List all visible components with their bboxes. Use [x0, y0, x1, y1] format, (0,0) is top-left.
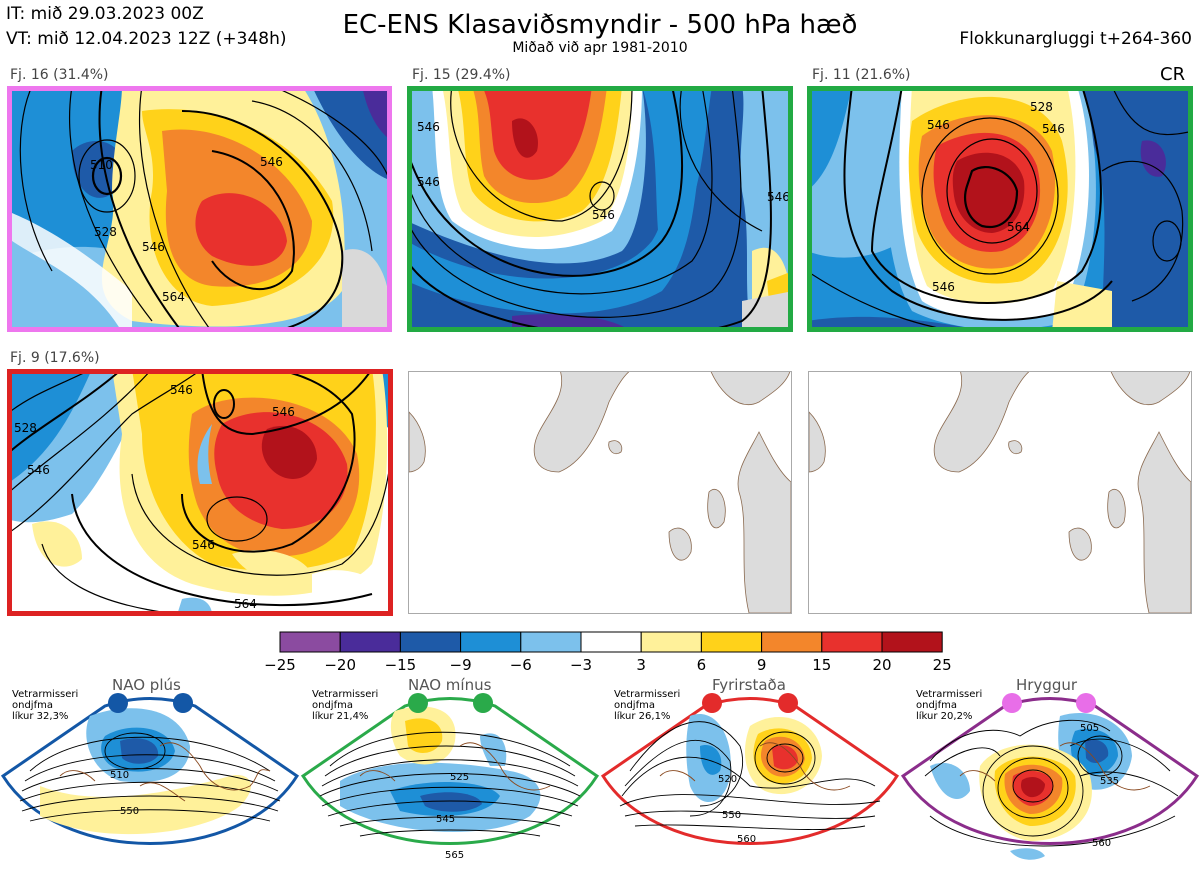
colorbar-cell — [580, 631, 642, 653]
colorbar-tick-label: −6 — [510, 656, 532, 674]
colorbar-cell — [761, 631, 823, 653]
contour-label: 546 — [767, 190, 788, 204]
regime-stat: ondjfma — [12, 700, 53, 711]
contour-label: 505 — [1080, 723, 1099, 734]
panel-label-4: Fj. 9 (17.6%) — [10, 350, 100, 366]
colorbar-tick-label: 25 — [933, 656, 952, 674]
contour-label: 560 — [737, 834, 756, 845]
colorbar-cell — [339, 631, 401, 653]
contour-label: 564 — [162, 290, 185, 304]
contour-label: 520 — [718, 774, 737, 785]
regime-season: Vetrarmisseri — [916, 689, 983, 700]
regime-title: NAO plús — [112, 676, 181, 694]
cluster-map-3: 528 546 546 546 564 — [807, 86, 1193, 332]
classification-window: Flokkunargluggi t+264-360 — [959, 29, 1192, 49]
contour-label: 528 — [94, 225, 117, 239]
contour-label: 564 — [1007, 220, 1030, 234]
regime-season: Vetrarmisseri — [12, 689, 79, 700]
page-subtitle: Miðað við apr 1981-2010 — [512, 40, 688, 56]
regime-prob: líkur 20,2% — [916, 711, 973, 722]
panel-label-1: Fj. 16 (31.4%) — [10, 67, 109, 83]
empty-map-5 — [408, 371, 792, 614]
page-title: EC-ENS Klasaviðsmyndir - 500 hPa hæð — [342, 10, 858, 40]
contour-label: 546 — [932, 280, 955, 294]
colorbar-cell — [700, 631, 763, 653]
contour-label: 535 — [1100, 776, 1119, 787]
regime-stat: ondjfma — [614, 700, 655, 711]
colorbar-cell — [460, 631, 522, 653]
regime-title: Fyrirstaða — [712, 676, 786, 694]
contour-label: 546 — [272, 405, 295, 419]
contour-label: 550 — [120, 806, 139, 817]
colorbar-tick-label: −20 — [324, 656, 356, 674]
contour-label: 546 — [170, 383, 193, 397]
colorbar-tick-label: −3 — [570, 656, 592, 674]
colorbar-cell — [881, 631, 943, 653]
cluster-map-1: 510 528 546 546 564 — [7, 86, 392, 332]
regime-prob: líkur 32,3% — [12, 711, 69, 722]
contour-label: 546 — [260, 155, 283, 169]
colorbar-tick-label: 3 — [636, 656, 646, 674]
regime-blocking: 520 550 560 Fyrirstaða Vetrarmisseri ond… — [600, 676, 900, 871]
contour-label: 546 — [927, 118, 950, 132]
contour-label: 546 — [417, 120, 440, 134]
contour-label: 546 — [142, 240, 165, 254]
regime-season: Vetrarmisseri — [312, 689, 379, 700]
regime-title: NAO mínus — [408, 676, 492, 694]
colorbar-cell — [821, 631, 883, 653]
regime-ridge: 505 535 560 Hryggur Vetrarmisseri ondjfm… — [900, 676, 1200, 871]
colorbar-tick-label: −15 — [385, 656, 417, 674]
colorbar-tick-label: 9 — [757, 656, 767, 674]
contour-label: 560 — [1092, 838, 1111, 849]
contour-label: 510 — [90, 158, 113, 172]
regime-season: Vetrarmisseri — [614, 689, 681, 700]
panel-label-3: Fj. 11 (21.6%) — [812, 67, 911, 83]
contour-label: 565 — [445, 850, 464, 861]
colorbar-tick-label: 20 — [872, 656, 891, 674]
regime-prob: líkur 26,1% — [614, 711, 671, 722]
contour-label: 546 — [27, 463, 50, 477]
regime-stat: ondjfma — [916, 700, 957, 711]
panel-label-2: Fj. 15 (29.4%) — [412, 67, 511, 83]
regime-stat: ondjfma — [312, 700, 353, 711]
colorbar-tick-label: −9 — [450, 656, 472, 674]
regime-nao-plus: 510 550 NAO plús Vetrarmisseri ondjfma l… — [0, 676, 300, 871]
contour-label: 546 — [1042, 122, 1065, 136]
contour-label: 564 — [234, 597, 257, 611]
regime-nao-minus: 525 545 565 NAO mínus Vetrarmisseri ondj… — [300, 676, 600, 871]
initial-time: IT: mið 29.03.2023 00Z — [6, 4, 204, 24]
contour-label: 546 — [592, 208, 615, 222]
contour-label: 550 — [722, 810, 741, 821]
cr-label: CR — [1160, 64, 1186, 85]
cluster-map-4: 528 546 546 546 546 564 — [7, 369, 393, 616]
colorbar-tick-label: 6 — [697, 656, 707, 674]
regime-prob: líkur 21,4% — [312, 711, 369, 722]
colorbar-cell — [520, 631, 582, 653]
contour-label: 525 — [450, 772, 469, 783]
contour-label: 546 — [192, 538, 215, 552]
empty-map-6 — [808, 371, 1192, 614]
colorbar-tick-label: 15 — [812, 656, 831, 674]
contour-label: 528 — [1030, 100, 1053, 114]
contour-label: 545 — [436, 814, 455, 825]
contour-label: 546 — [417, 175, 440, 189]
colorbar-cell — [279, 631, 341, 653]
contour-label: 510 — [110, 770, 129, 781]
colorbar-cell — [640, 631, 702, 653]
regime-title: Hryggur — [1016, 676, 1078, 694]
valid-time: VT: mið 12.04.2023 12Z (+348h) — [6, 29, 287, 49]
cluster-map-2: 546 546 546 546 — [407, 86, 793, 332]
colorbar-cell — [399, 631, 462, 653]
contour-label: 528 — [14, 421, 37, 435]
colorbar-tick-label: −25 — [264, 656, 296, 674]
